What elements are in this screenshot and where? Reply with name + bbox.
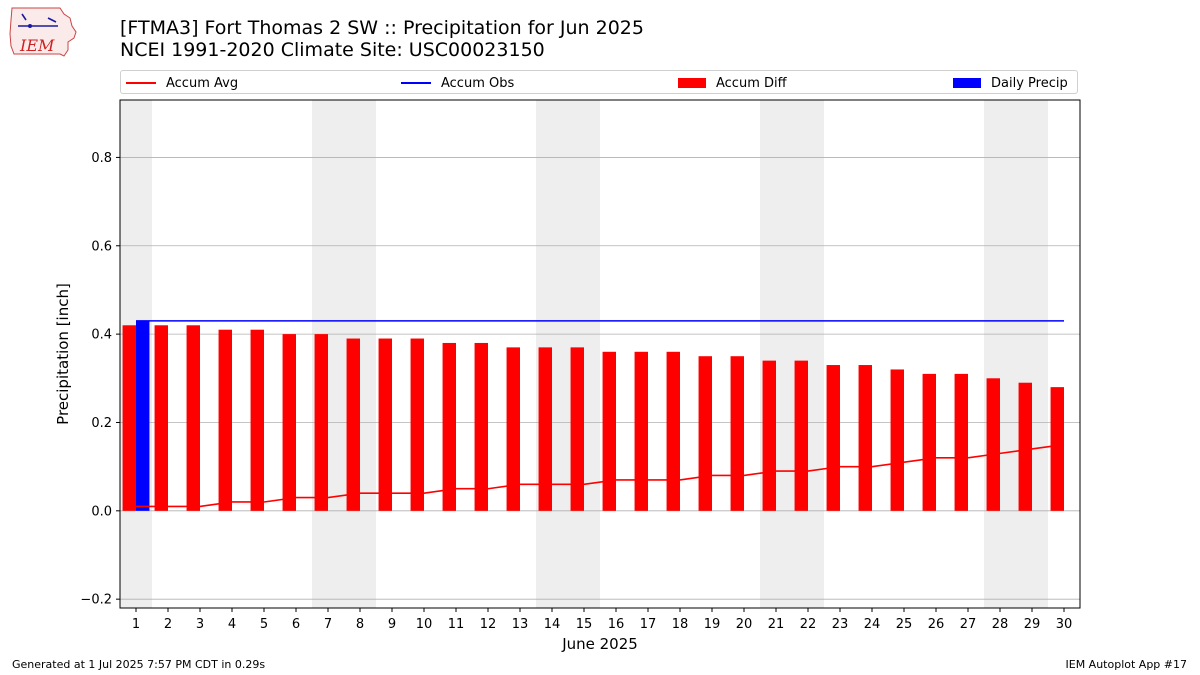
accum-diff-bar — [602, 351, 616, 511]
legend-item-accum-avg: Accum Avg — [126, 71, 238, 95]
x-tick-label: 17 — [640, 617, 657, 632]
accum-diff-bar — [730, 356, 744, 511]
weekend-band — [760, 100, 824, 608]
y-tick-label: 0.2 — [91, 416, 112, 431]
footer-generated: Generated at 1 Jul 2025 7:57 PM CDT in 0… — [12, 658, 266, 671]
x-tick-label: 21 — [768, 617, 785, 632]
accum-diff-bar — [890, 369, 904, 511]
accum-diff-bar — [122, 325, 136, 511]
accum-diff-bar — [570, 347, 584, 511]
logo-text: IEM — [19, 36, 55, 55]
x-tick-label: 28 — [992, 617, 1009, 632]
legend-label: Daily Precip — [991, 75, 1068, 91]
x-tick-label: 25 — [896, 617, 913, 632]
legend-item-accum-obs: Accum Obs — [401, 71, 514, 95]
accum-diff-bar — [826, 365, 840, 511]
x-tick-label: 29 — [1024, 617, 1041, 632]
accum-diff-bar — [922, 373, 936, 511]
x-axis-label: June 2025 — [561, 635, 638, 653]
iem-logo: IEM — [9, 7, 77, 57]
x-tick-label: 24 — [864, 617, 881, 632]
accum-diff-bar — [154, 325, 168, 511]
x-tick-label: 15 — [576, 617, 593, 632]
accum-diff-bar — [282, 334, 296, 511]
accum-diff-bar — [762, 360, 776, 511]
accum-diff-bar — [698, 356, 712, 511]
accum-diff-bar — [1018, 382, 1032, 511]
title-line-1: [FTMA3] Fort Thomas 2 SW :: Precipitatio… — [120, 17, 644, 39]
accum-diff-bar — [794, 360, 808, 511]
x-tick-label: 19 — [704, 617, 721, 632]
x-tick-label: 18 — [672, 617, 689, 632]
daily-precip-bar — [136, 320, 150, 511]
legend-swatch — [678, 78, 706, 88]
accum-diff-bar — [1050, 387, 1064, 511]
x-tick-label: 6 — [292, 617, 300, 632]
y-tick-label: 0.6 — [91, 239, 112, 254]
legend-item-daily-precip: Daily Precip — [953, 71, 1068, 95]
x-tick-label: 10 — [416, 617, 433, 632]
chart-title: [FTMA3] Fort Thomas 2 SW :: Precipitatio… — [120, 17, 644, 61]
legend-swatch — [953, 78, 981, 88]
legend-swatch — [401, 82, 431, 84]
x-tick-label: 7 — [324, 617, 332, 632]
accum-diff-bar — [506, 347, 520, 511]
x-tick-label: 26 — [928, 617, 945, 632]
x-tick-label: 2 — [164, 617, 172, 632]
x-tick-label: 13 — [512, 617, 529, 632]
x-tick-label: 1 — [132, 617, 140, 632]
accum-avg-line — [136, 443, 1065, 508]
accum-diff-bar — [634, 351, 648, 511]
legend-label: Accum Avg — [166, 75, 239, 91]
x-tick-label: 16 — [608, 617, 625, 632]
accum-diff-bar — [474, 342, 488, 511]
accum-diff-bar — [218, 329, 232, 511]
title-line-2: NCEI 1991-2020 Climate Site: USC00023150 — [120, 39, 545, 61]
accum-diff-bar — [858, 365, 872, 511]
x-tick-label: 23 — [832, 617, 849, 632]
x-tick-label: 5 — [260, 617, 268, 632]
accum-diff-bar — [314, 334, 328, 511]
accum-diff-bar — [186, 325, 200, 511]
accum-diff-bar — [410, 338, 424, 511]
y-axis-label: Precipitation [inch] — [54, 283, 72, 425]
x-tick-label: 22 — [800, 617, 817, 632]
legend-item-accum-diff: Accum Diff — [678, 71, 787, 95]
y-tick-label: 0.4 — [91, 328, 112, 343]
legend-label: Accum Diff — [716, 75, 787, 91]
footer-app: IEM Autoplot App #17 — [1065, 658, 1188, 671]
x-tick-label: 12 — [480, 617, 497, 632]
x-tick-label: 20 — [736, 617, 753, 632]
x-tick-label: 9 — [388, 617, 396, 632]
accum-diff-bar — [346, 338, 360, 511]
accum-diff-bar — [986, 378, 1000, 511]
y-tick-label: 0.0 — [91, 504, 112, 519]
accum-diff-bar — [954, 373, 968, 511]
legend-label: Accum Obs — [441, 75, 515, 91]
x-tick-label: 30 — [1056, 617, 1073, 632]
legend-swatch — [126, 82, 156, 84]
x-tick-label: 11 — [448, 617, 465, 632]
plot-frame — [119, 99, 1081, 609]
y-tick-label: 0.8 — [91, 151, 112, 166]
accum-diff-bar — [538, 347, 552, 511]
accum-diff-bar — [666, 351, 680, 511]
accum-diff-bar — [378, 338, 392, 511]
x-tick-label: 4 — [228, 617, 236, 632]
x-tick-label: 8 — [356, 617, 364, 632]
weekend-band — [984, 100, 1048, 608]
x-tick-label: 14 — [544, 617, 561, 632]
accum-diff-bar — [250, 329, 264, 511]
y-tick-label: −0.2 — [80, 593, 112, 608]
accum-diff-bar — [442, 342, 456, 511]
chart-legend: Accum Avg Accum Obs Accum Diff Daily Pre… — [120, 70, 1078, 94]
x-tick-label: 27 — [960, 617, 977, 632]
x-tick-label: 3 — [196, 617, 204, 632]
